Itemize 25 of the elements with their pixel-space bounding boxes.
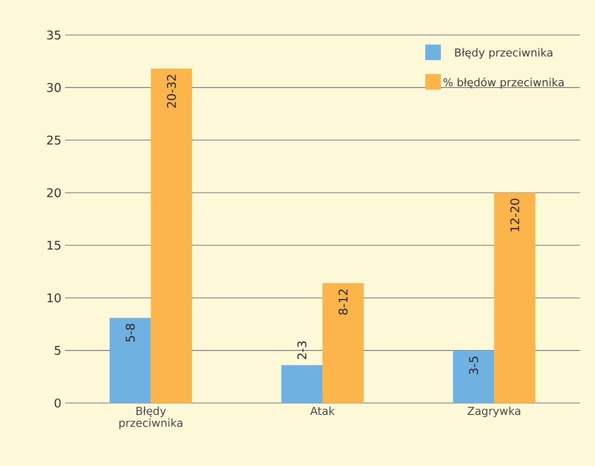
data-label: 8-12	[338, 290, 348, 315]
bar	[452, 350, 494, 403]
y-tick-label: 30	[47, 83, 61, 92]
x-tick-label: Błędy przeciwnika	[119, 406, 182, 430]
bar	[494, 192, 536, 403]
data-label: 3-5	[469, 356, 478, 374]
data-label: 20-32	[166, 75, 176, 108]
y-tick-label: 10	[48, 293, 61, 302]
bar	[281, 365, 323, 403]
legend-label: Błędy przeciwnika	[455, 48, 552, 59]
legend-label: % błędów przeciwnika	[443, 77, 564, 89]
y-tick-label: 0	[54, 398, 61, 408]
data-label: 12-20	[510, 198, 520, 232]
y-tick-label: 35	[47, 30, 60, 40]
y-tick-label: 15	[48, 240, 60, 250]
y-tick-label: 20	[47, 188, 61, 198]
bar	[322, 283, 364, 403]
y-tick-label: 5	[54, 346, 60, 355]
y-tick-label: 25	[47, 136, 60, 145]
data-label: 2-3	[297, 341, 306, 360]
bar	[150, 68, 192, 403]
x-tick-label: Zagrywka	[468, 406, 520, 418]
data-label: 5-8	[126, 324, 135, 342]
bar	[110, 318, 151, 403]
x-tick-label: Atak	[310, 406, 335, 415]
